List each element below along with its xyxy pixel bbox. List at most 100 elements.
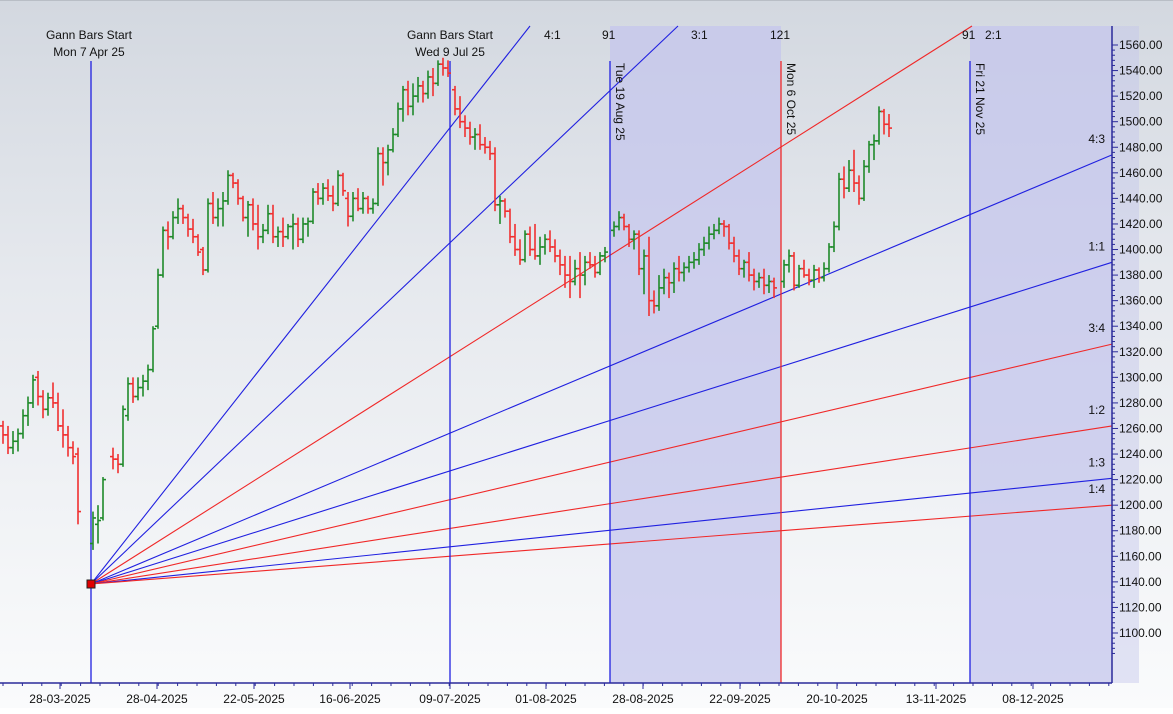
fan-angle-labels: 4:3 1:1 3:4 1:2 1:3 1:4 [1088, 132, 1105, 496]
y-tick-label: 1120.00 [1119, 600, 1162, 614]
ohlc-bar [70, 441, 76, 465]
ohlc-bar [400, 85, 406, 122]
y-tick-label: 1260.00 [1119, 421, 1163, 435]
ohlc-bar [355, 188, 361, 212]
y-tick-label: 1520.00 [1119, 89, 1163, 103]
vertical-time-lines [90, 61, 971, 683]
ohlc-bar [512, 223, 518, 256]
x-tick-label: 28-08-2025 [612, 692, 674, 706]
gann-fan-line [90, 25, 679, 585]
x-tick-label: 22-09-2025 [709, 692, 771, 706]
ohlc-bar [60, 409, 66, 448]
ohlc-bar [140, 374, 146, 397]
ohlc-bar [215, 198, 221, 227]
ohlc-bar [300, 217, 306, 244]
ohlc-bar [30, 374, 36, 409]
ohlc-bar [462, 115, 468, 138]
fan-label-2-1: 2:1 [985, 28, 1002, 42]
gann-fan [90, 25, 1113, 585]
ohlc-bar [557, 249, 563, 276]
gann-start-1-date: Mon 7 Apr 25 [53, 45, 125, 59]
ohlc-bar [811, 264, 817, 288]
gann-start-2-title: Gann Bars Start [407, 28, 494, 42]
ohlc-bar [0, 420, 6, 444]
ohlc-bar [816, 267, 822, 283]
ohlc-bar [440, 57, 446, 76]
y-tick-label: 1400.00 [1119, 243, 1163, 257]
y-tick-label: 1500.00 [1119, 115, 1163, 129]
ohlc-bar [582, 255, 588, 286]
ohlc-bar [40, 390, 46, 419]
ohlc-bar [50, 382, 56, 409]
ohlc-bar [527, 226, 533, 256]
x-tick-label: 28-03-2025 [29, 692, 91, 706]
y-tick-label: 1180.00 [1119, 524, 1162, 538]
ohlc-bar [552, 239, 558, 263]
ohlc-bar [522, 230, 528, 263]
price-axis[interactable]: 1560.00 1540.00 1520.00 1500.00 1480.00 1460.… [1112, 38, 1163, 654]
y-tick-label: 1160.00 [1119, 549, 1162, 563]
ohlc-bar [472, 128, 478, 150]
ohlc-bar [507, 208, 513, 244]
ohlc-bar [410, 83, 416, 116]
ohlc-bar [210, 192, 216, 224]
gann-origin-marker[interactable] [86, 579, 96, 589]
ohlc-bar [320, 183, 326, 205]
ohlc-bar [65, 425, 71, 457]
ohlc-bar [467, 121, 473, 145]
y-tick-label: 1200.00 [1119, 498, 1163, 512]
ohlc-bar [15, 428, 21, 452]
ohlc-bar [330, 185, 336, 212]
ohlc-bar [572, 259, 578, 286]
ohlc-bar [542, 234, 548, 255]
time-axis[interactable]: 28-03-2025 28-04-2025 22-05-2025 16-06-2025… [2, 683, 1110, 706]
ohlc-bar [405, 80, 411, 116]
ohlc-bar [230, 172, 236, 189]
y-tick-label: 1100.00 [1119, 626, 1162, 640]
ohlc-bar [781, 259, 787, 288]
ohlc-bar [305, 217, 311, 237]
fan-label: 4:3 [1088, 132, 1105, 146]
ohlc-bar [310, 188, 316, 224]
ohlc-bar [235, 179, 241, 205]
ohlc-bar [295, 217, 301, 247]
gann-fan-line [90, 261, 1113, 585]
ohlc-bar [155, 268, 161, 329]
gann-fan-line [90, 343, 1113, 585]
y-tick-label: 1480.00 [1119, 140, 1163, 154]
y-tick-label: 1420.00 [1119, 217, 1163, 231]
ohlc-bar [537, 236, 543, 265]
ohlc-bar [245, 200, 251, 237]
ohlc-bar [260, 223, 266, 244]
y-tick-label: 1300.00 [1119, 370, 1163, 384]
ohlc-bar [150, 326, 156, 373]
ohlc-bar [180, 204, 186, 224]
ohlc-bar [592, 255, 598, 278]
y-tick-label: 1540.00 [1119, 64, 1163, 78]
ohlc-bar [280, 217, 286, 247]
ohlc-bar [95, 505, 101, 544]
gann-start-2-date: Wed 9 Jul 25 [415, 45, 485, 59]
ohlc-bar [851, 149, 857, 192]
ohlc-bar [390, 128, 396, 153]
ohlc-bar [195, 234, 201, 256]
ohlc-bar [482, 137, 488, 154]
ohlc-bar [205, 198, 211, 273]
ohlc-bar [836, 172, 842, 231]
bar-count-91-a: 91 [602, 28, 616, 42]
y-tick-label: 1240.00 [1119, 447, 1163, 461]
ohlc-bar [135, 377, 141, 401]
ohlc-bar [547, 230, 553, 253]
ohlc-bars [0, 57, 892, 550]
fan-label: 1:3 [1088, 455, 1105, 469]
ohlc-bar [786, 249, 792, 273]
y-tick-label: 1460.00 [1119, 166, 1163, 180]
shade-region-aug-oct [610, 26, 781, 683]
vline-label-nov: Fri 21 Nov 25 [973, 63, 987, 135]
fan-label: 1:2 [1088, 403, 1105, 417]
ohlc-bar [165, 221, 171, 250]
ohlc-bar [866, 140, 872, 173]
x-tick-label: 16-06-2025 [319, 692, 381, 706]
